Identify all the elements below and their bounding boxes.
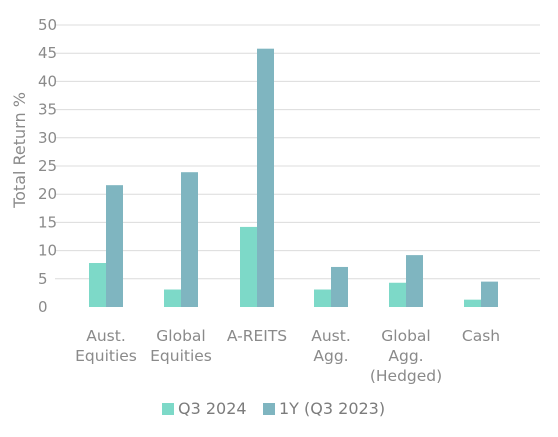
category-label: Agg. <box>313 347 348 365</box>
bar-1y <box>257 48 274 308</box>
bar-1y <box>181 172 198 307</box>
y-tick-label: 10 <box>38 242 57 260</box>
legend-swatch <box>263 403 275 415</box>
category-label: Global <box>156 327 205 345</box>
x-axis-categories: Aust. Equities Global Equities A-REITS Aust. A… <box>75 327 500 385</box>
bars <box>89 48 498 308</box>
y-tick-label: 35 <box>38 101 57 119</box>
legend: Q3 2024 1Y (Q3 2023) <box>162 399 385 418</box>
legend-label: 1Y (Q3 2023) <box>279 399 385 418</box>
category-label: Aust. <box>311 327 351 345</box>
y-axis-ticks: 0 5 10 15 20 25 30 35 40 45 50 <box>38 16 57 316</box>
y-tick-label: 50 <box>38 16 57 34</box>
y-tick-label: 30 <box>38 129 57 147</box>
bar-1y <box>106 185 123 307</box>
y-tick-label: 25 <box>38 157 57 175</box>
bar-q3-2024 <box>164 289 181 307</box>
bar-q3-2024 <box>314 289 331 307</box>
legend-swatch <box>162 403 174 415</box>
category-label: Agg. <box>388 347 423 365</box>
legend-label: Q3 2024 <box>178 399 247 418</box>
bar-1y <box>331 266 348 307</box>
y-tick-label: 45 <box>38 44 57 62</box>
bar-1y <box>406 255 423 307</box>
y-tick-label: 5 <box>38 270 48 288</box>
y-tick-label: 40 <box>38 72 57 90</box>
y-tick-label: 20 <box>38 185 57 203</box>
category-label: Aust. <box>86 327 126 345</box>
y-axis-label: Total Return % <box>10 92 29 209</box>
bar-q3-2024 <box>89 263 106 307</box>
y-tick-label: 0 <box>38 298 48 316</box>
category-label: Cash <box>462 327 500 345</box>
category-label: Equities <box>150 347 212 365</box>
gridlines <box>55 24 540 280</box>
category-label: Equities <box>75 347 137 365</box>
category-label: Global <box>381 327 430 345</box>
category-label: A-REITS <box>227 327 287 345</box>
bar-1y <box>481 281 498 307</box>
bar-q3-2024 <box>240 226 257 307</box>
bar-q3-2024 <box>464 299 481 307</box>
y-tick-label: 15 <box>38 213 57 231</box>
bar-q3-2024 <box>389 282 406 307</box>
category-label: (Hedged) <box>370 367 442 385</box>
